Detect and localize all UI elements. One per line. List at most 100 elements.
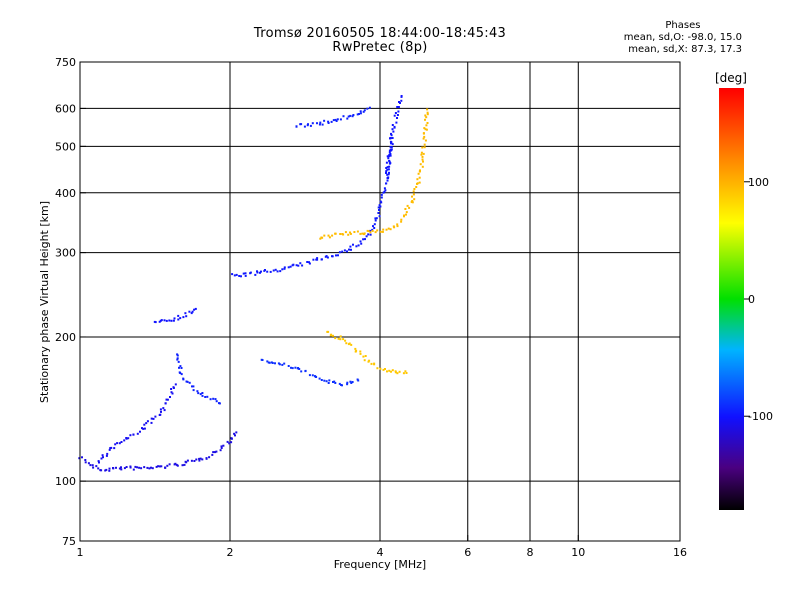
data-point [344,231,347,234]
data-point [98,461,100,464]
data-point [201,392,204,394]
data-point [374,231,377,234]
y-tick-label: 400 [55,187,76,200]
data-point [268,361,271,364]
data-point [291,367,294,370]
data-point [347,343,350,346]
data-point [349,231,351,234]
data-point [419,169,421,172]
data-point [160,410,162,413]
data-point [367,360,370,363]
grid [80,62,680,541]
data-point [351,115,354,118]
data-point [385,161,388,164]
data-point [316,122,318,125]
data-point [157,465,160,468]
data-point [108,448,111,451]
data-point [152,417,155,420]
data-point [208,456,211,459]
data-point [341,384,343,387]
data-point [123,439,126,442]
data-point [266,360,269,363]
data-point [387,227,390,230]
data-point [164,466,167,469]
data-point [259,271,261,274]
data-point [87,462,90,465]
data-point [394,370,397,373]
data-point [220,445,223,448]
data-point [295,125,298,128]
data-point [142,427,145,430]
data-point [423,127,426,130]
data-point [127,437,130,440]
data-point [382,228,385,231]
data-point [426,108,429,111]
data-point [359,110,362,113]
data-point [283,266,286,269]
phase-stats-x: mean, sd,X: 87.3, 17.3 [628,44,742,55]
data-point [233,432,236,435]
data-point [154,415,157,418]
data-point [271,362,274,364]
data-point [114,443,117,446]
data-point [306,261,309,263]
data-point [219,449,222,452]
data-point [192,385,195,388]
data-point [412,190,415,193]
data-point [321,236,324,239]
data-point [379,205,382,208]
data-point [367,230,370,233]
data-point [297,367,300,369]
data-point [311,122,314,125]
data-point [389,154,392,157]
data-point [389,228,392,231]
data-point [385,182,388,185]
data-point [378,215,381,218]
data-point [425,124,428,127]
data-point [214,398,217,401]
data-point [396,106,399,108]
data-point [338,251,341,254]
data-point [318,123,321,126]
data-point [406,204,409,207]
data-point [179,365,182,368]
data-point [163,319,166,322]
data-point [398,370,401,373]
x-tick-label: 10 [571,546,585,559]
data-point [176,464,179,467]
data-point [100,457,103,460]
data-point [396,223,399,226]
data-point [182,377,185,380]
data-point [325,255,328,258]
data-point [411,201,414,204]
data-point [165,398,168,401]
data-point [376,367,379,370]
data-point [319,237,322,240]
y-tick-label: 75 [62,535,76,548]
data-point [360,242,363,245]
data-point [177,314,180,317]
data-point [176,354,179,357]
data-point [185,315,188,318]
data-point [331,234,334,237]
data-point [417,172,420,175]
data-point [400,218,403,221]
data-point [249,272,252,275]
data-point [386,168,389,171]
data-point [390,146,393,149]
data-point [332,381,334,383]
data-point [424,128,427,131]
data-point [392,130,395,133]
data-point [332,119,335,122]
data-point [298,368,301,370]
data-point [308,262,311,265]
data-point [385,167,388,169]
data-point [160,319,163,322]
data-point [140,467,143,470]
data-point [154,321,157,324]
data-point [403,214,405,217]
data-point [218,402,221,405]
data-point [125,466,128,468]
data-point [424,118,426,121]
colorbar-ticks: 100 0 -100 [744,176,773,423]
